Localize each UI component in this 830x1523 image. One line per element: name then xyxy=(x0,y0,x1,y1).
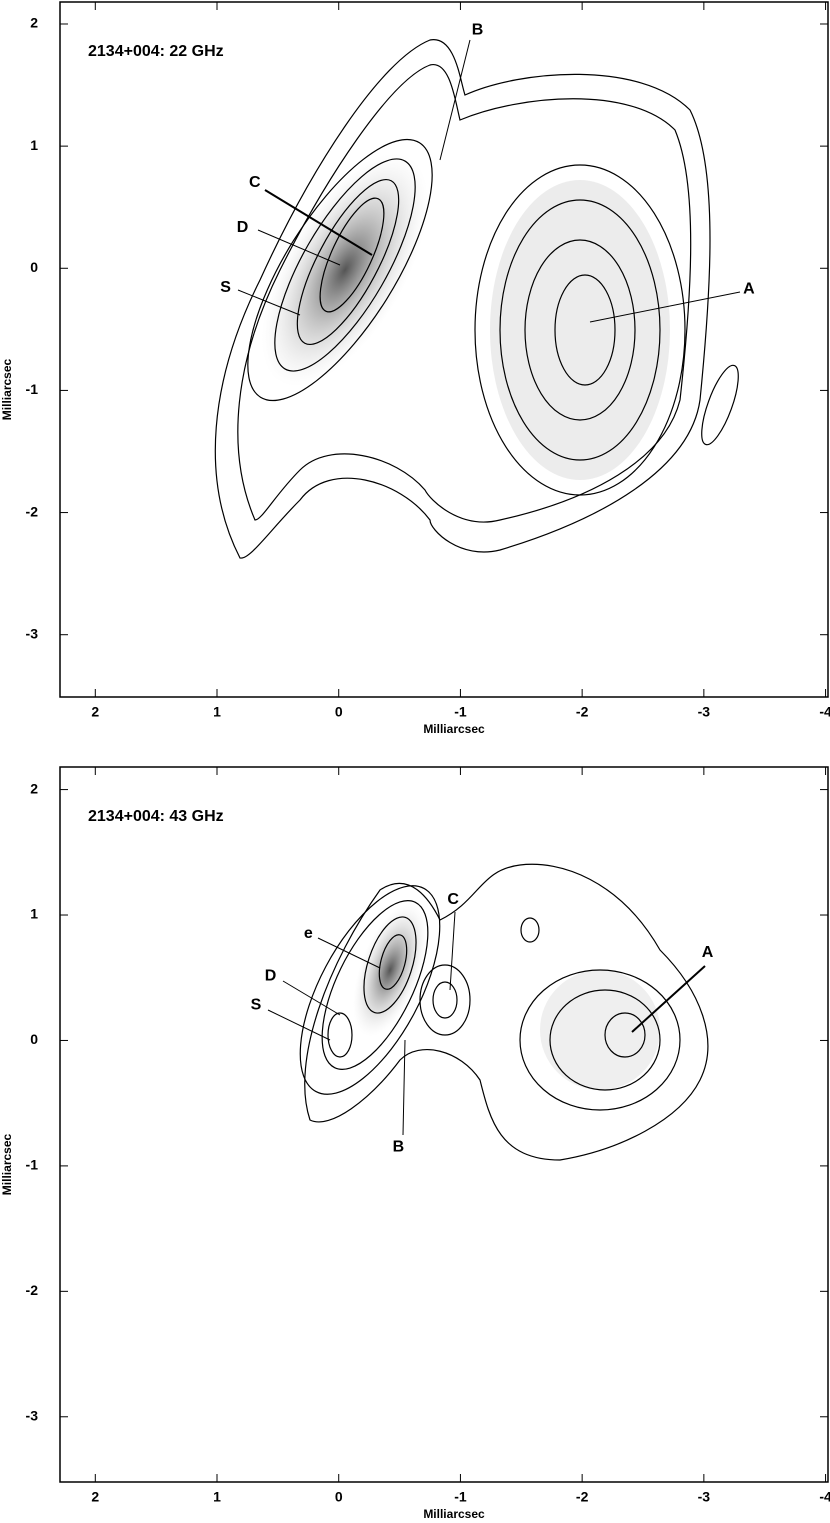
x-axis-label: Milliarcsec xyxy=(423,722,485,736)
y-tick-label: 2 xyxy=(30,15,38,31)
x-tick-label: 0 xyxy=(335,704,343,720)
contours-43ghz xyxy=(267,863,709,1161)
x-tick-label: -1 xyxy=(454,1489,467,1505)
y-tick-label: 0 xyxy=(30,259,38,275)
y-axis-label: Milliarcsec xyxy=(0,358,14,420)
x-tick-label: 2 xyxy=(91,704,99,720)
x-tick-label: -2 xyxy=(576,704,589,720)
component-label: S xyxy=(220,279,231,296)
y-tick-label: -3 xyxy=(26,625,39,641)
x-tick-label: 2 xyxy=(91,1489,99,1505)
x-tick-label: -4 xyxy=(819,704,830,720)
x-axis-label: Milliarcsec xyxy=(423,1507,485,1521)
component-label: e xyxy=(304,925,313,942)
x-tick-label: 1 xyxy=(213,704,221,720)
x-tick-label: 1 xyxy=(213,1489,221,1505)
contours-22ghz xyxy=(214,39,741,559)
plot-frame xyxy=(59,1,829,698)
component-label: D xyxy=(237,219,249,236)
x-tick-label: -1 xyxy=(454,704,467,720)
plot-frame xyxy=(59,766,829,1483)
component-label: C xyxy=(447,891,459,908)
component-label: S xyxy=(251,997,262,1014)
y-tick-label: -3 xyxy=(26,1407,39,1423)
y-tick-label: 1 xyxy=(30,137,38,153)
y-tick-label: -1 xyxy=(26,381,39,397)
x-tick-label: -3 xyxy=(698,1489,711,1505)
y-tick-label: -1 xyxy=(26,1157,39,1173)
component-label: A xyxy=(743,280,755,297)
y-tick-label: 0 xyxy=(30,1031,38,1047)
y-tick-label: -2 xyxy=(26,1282,39,1298)
y-tick-label: -2 xyxy=(26,503,39,519)
y-tick-label: 2 xyxy=(30,780,38,796)
component-label: C xyxy=(249,174,261,191)
x-tick-label: 0 xyxy=(335,1489,343,1505)
component-label: B xyxy=(393,1138,405,1155)
x-tick-label: -3 xyxy=(698,704,711,720)
x-tick-label: -2 xyxy=(576,1489,589,1505)
component-label: B xyxy=(472,21,484,38)
y-axis-label: Milliarcsec xyxy=(0,1133,14,1195)
chart-title: 2134+004: 43 GHz xyxy=(88,808,224,825)
x-tick-label: -4 xyxy=(819,1489,830,1505)
chart-title: 2134+004: 22 GHz xyxy=(88,43,224,60)
component-label: D xyxy=(265,968,277,985)
component-label: A xyxy=(702,944,714,961)
y-tick-label: 1 xyxy=(30,906,38,922)
